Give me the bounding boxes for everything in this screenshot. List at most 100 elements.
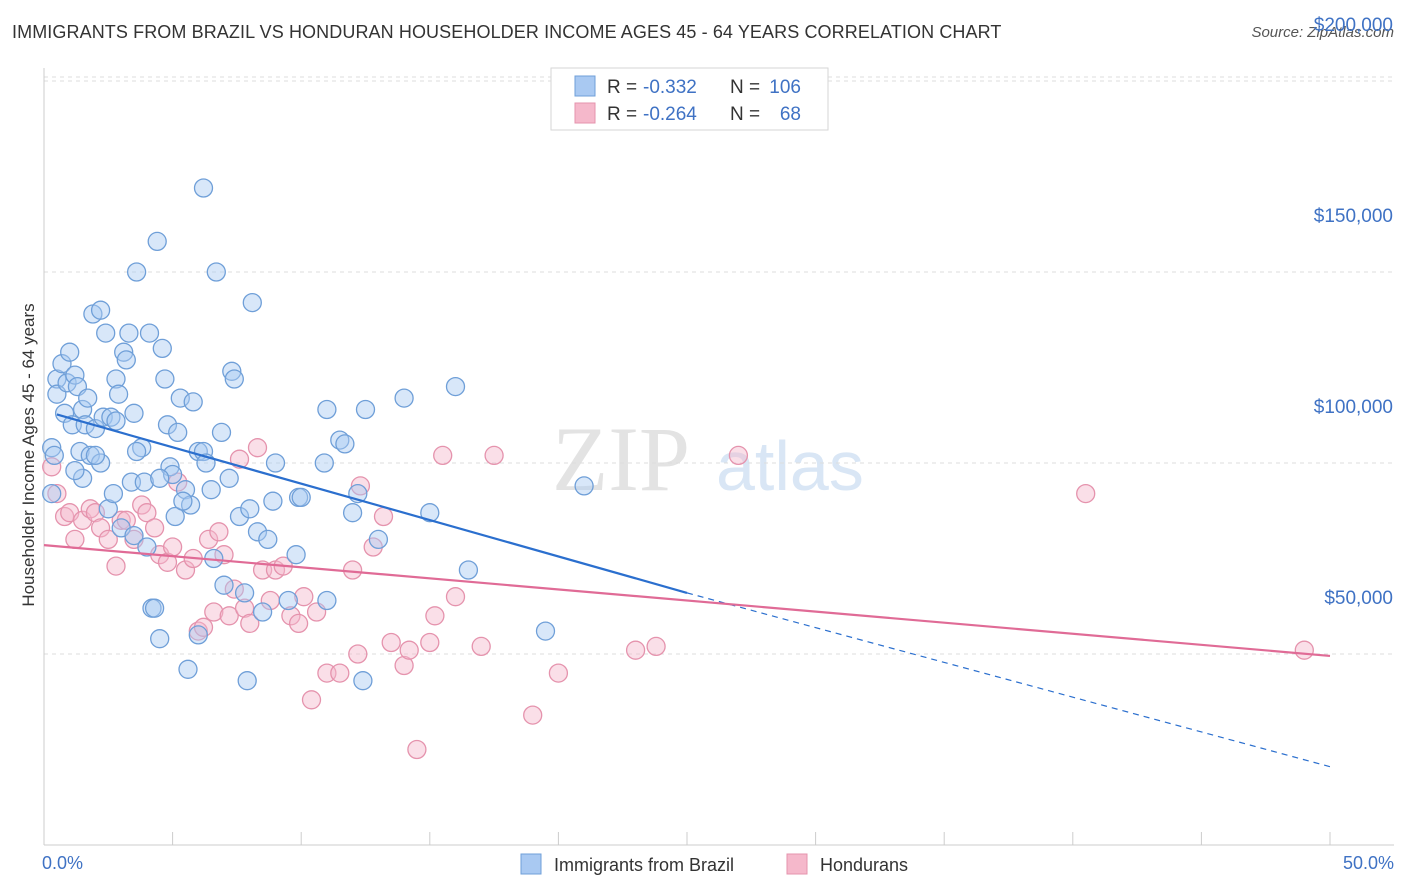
brazil-point-66	[219, 468, 239, 488]
y-tick-label-100000: $100,000	[1314, 397, 1393, 418]
bottom-legend-swatch-brazil	[520, 853, 542, 875]
y-axis-label: Householder Income Ages 45 - 64 years	[19, 303, 38, 606]
bottom-legend-swatch-hondurans	[786, 853, 808, 875]
hondurans-point-67	[348, 644, 368, 664]
axes	[43, 68, 1394, 846]
brazil-point-30	[114, 342, 134, 362]
brazil-point-43	[147, 231, 167, 252]
brazil-point-92	[394, 388, 414, 408]
hondurans-point-53	[407, 739, 427, 760]
brazil-point-39	[137, 537, 157, 557]
brazil-point-90	[355, 399, 376, 420]
legend-n-value-1: 106	[769, 77, 801, 98]
brazil-point-73	[242, 292, 262, 313]
brazil-point-1	[42, 483, 62, 504]
hondurans-point-64	[728, 445, 749, 466]
bottom-legend-label-brazil: Immigrants from Brazil	[554, 855, 734, 875]
hondurans-point-27	[209, 522, 229, 542]
brazil-point-105	[263, 491, 283, 511]
brazil-point-75	[252, 602, 273, 622]
brazil-point-74	[247, 522, 268, 542]
legend-r-label-1: R =	[607, 77, 637, 98]
legend-swatch-hondurans	[574, 102, 596, 124]
legend-r-label-2: R =	[607, 104, 637, 125]
brazil-point-64	[206, 262, 226, 282]
brazil-trend-extension	[686, 592, 1331, 768]
brazil-point-2	[44, 445, 64, 466]
brazil-point-14	[72, 468, 93, 488]
brazil-point-53	[175, 480, 196, 500]
brazil-point-104	[173, 491, 193, 511]
brazil-point-101	[85, 445, 106, 466]
brazil-point-72	[240, 499, 260, 519]
legend-swatch-brazil	[574, 75, 596, 97]
brazil-point-13	[72, 399, 93, 420]
hondurans-point-47	[350, 476, 371, 496]
hondurans-point-18	[157, 552, 178, 572]
brazil-point-10	[65, 365, 85, 385]
chart-title: IMMIGRANTS FROM BRAZIL VS HONDURAN HOUSE…	[12, 22, 1002, 42]
hondurans-point-30	[224, 579, 244, 599]
brazil-point-76	[258, 529, 278, 550]
brazil-point-7	[57, 373, 77, 393]
hondurans-point-39	[281, 606, 301, 626]
brazil-point-71	[237, 671, 257, 691]
brazil-point-98	[150, 468, 170, 488]
bottom-legend-label-hondurans: Hondurans	[820, 855, 908, 875]
brazil-point-44	[150, 629, 170, 649]
brazil-point-82	[314, 453, 334, 473]
brazil-point-54	[178, 659, 198, 679]
hondurans-point-25	[198, 529, 219, 550]
brazil-point-60	[193, 178, 214, 198]
hondurans-point-60	[523, 705, 543, 725]
hondurans-point-26	[204, 602, 224, 622]
brazil-point-97	[574, 476, 594, 496]
hondurans-point-65	[1076, 483, 1096, 504]
hondurans-point-34	[247, 438, 268, 458]
brazil-points	[42, 178, 594, 691]
hondurans-point-19	[162, 537, 183, 557]
brazil-point-56	[183, 392, 203, 412]
brazil-point-84	[317, 399, 337, 420]
hondurans-points	[42, 438, 1314, 760]
bottom-legend: Immigrants from Brazil Hondurans	[520, 853, 908, 875]
x-tick-label-max: 50.0%	[1343, 853, 1394, 873]
hondurans-point-16	[144, 518, 165, 538]
brazil-point-70	[234, 583, 255, 603]
trend-lines	[43, 413, 1331, 768]
brazil-point-100	[126, 441, 147, 462]
brazil-point-34	[124, 403, 144, 423]
brazil-point-22	[93, 407, 113, 427]
brazil-point-24	[98, 499, 118, 519]
brazil-point-45	[152, 338, 172, 359]
hondurans-point-62	[625, 640, 646, 660]
watermark-atlas: atlas	[716, 427, 864, 505]
hondurans-point-41	[294, 587, 314, 607]
hondurans-point-45	[330, 663, 350, 683]
hondurans-point-33	[240, 613, 260, 634]
x-tick-label-min: 0.0%	[42, 853, 83, 873]
brazil-point-27	[106, 369, 126, 389]
brazil-point-32	[119, 323, 139, 343]
brazil-point-26	[103, 483, 124, 504]
hondurans-point-61	[548, 663, 569, 683]
hondurans-point-21	[175, 560, 196, 580]
brazil-point-77	[265, 453, 286, 473]
source-label: Source: ZipAtlas.com	[1251, 24, 1394, 41]
hondurans-point-52	[399, 640, 419, 660]
y-tick-label-150000: $150,000	[1314, 206, 1393, 227]
hondurans-point-56	[433, 445, 453, 466]
brazil-point-65	[214, 575, 234, 595]
hondurans-point-66	[1294, 640, 1314, 660]
brazil-point-79	[286, 545, 306, 565]
brazil-point-38	[134, 472, 154, 492]
hondurans-point-59	[484, 445, 504, 466]
brazil-point-87	[342, 503, 363, 523]
brazil-point-83	[317, 590, 337, 611]
hondurans-point-49	[373, 506, 394, 527]
brazil-point-62	[201, 480, 221, 500]
brazil-point-81	[291, 487, 311, 508]
brazil-point-31	[116, 350, 136, 370]
hondurans-point-46	[342, 560, 363, 580]
brazil-point-47	[157, 415, 178, 435]
